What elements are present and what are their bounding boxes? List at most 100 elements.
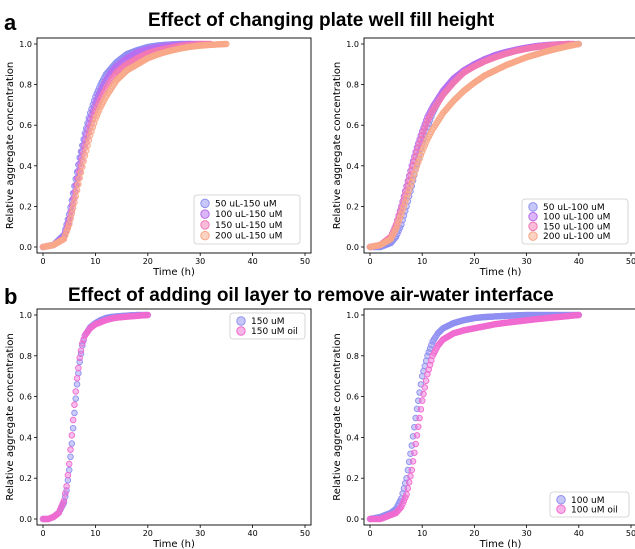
b-left-y-tick-label: 0.4 <box>19 433 32 442</box>
a-left-point <box>223 40 230 48</box>
a-left-point <box>64 224 72 232</box>
b-right-point <box>404 485 412 492</box>
a-right-legend-label: 150 uL-100 uM <box>543 222 610 232</box>
a-right-legend-marker <box>528 231 538 241</box>
b-right-y-axis-label: Relative aggregate concentration <box>332 333 343 500</box>
b-left-series-1 <box>39 311 152 523</box>
a-right-legend-marker <box>528 221 538 232</box>
b-left-point <box>72 388 79 395</box>
a-left-point <box>63 228 70 236</box>
a-right-y-axis-label: Relative aggregate concentration <box>332 62 343 229</box>
a-right-legend <box>521 198 629 245</box>
a-right-legend-label: 50 uL-100 uM <box>543 203 605 213</box>
b-right-y-tick-label: 0.4 <box>346 433 359 442</box>
a-left-point <box>77 169 85 176</box>
a-right-y-tick-label: 0.8 <box>346 81 359 90</box>
a-right-x-tick-label: 40 <box>574 257 584 266</box>
a-left-point <box>79 163 86 171</box>
panel-title-a: Effect of changing plate well fill heigh… <box>148 10 495 31</box>
a-right-y-tick-label: 0.6 <box>346 121 359 130</box>
a-right-point <box>422 121 430 128</box>
b-left-point <box>69 424 77 432</box>
a-left-legend-label: 200 uL-150 uM <box>215 232 282 242</box>
a-right-point <box>392 225 400 232</box>
b-right-point <box>408 466 416 474</box>
a-right-y-tick-label: 0.4 <box>346 162 359 171</box>
a-right-point <box>413 162 421 170</box>
a-right-point <box>394 221 401 229</box>
a-left-x-tick-label: 50 <box>300 257 310 266</box>
b-left-x-tick-label: 0 <box>40 529 45 538</box>
a-right-x-axis-label: Time (h) <box>479 267 522 278</box>
b-left-x-tick-label: 40 <box>248 529 258 538</box>
b-right-point <box>413 432 421 439</box>
b-left-point <box>71 401 78 409</box>
a-right-point <box>417 151 425 159</box>
a-right-legend-label: 200 uL-100 uM <box>543 232 610 242</box>
a-left-x-axis-label: Time (h) <box>152 267 195 278</box>
b-right-point <box>403 491 410 498</box>
a-left-point <box>67 215 74 223</box>
b-left-legend <box>229 312 306 340</box>
b-right-series-1 <box>366 311 583 523</box>
b-right-x-tick-label: 40 <box>574 529 584 538</box>
b-left-x-tick-label: 20 <box>143 529 153 538</box>
b-left-legend-marker <box>236 326 246 336</box>
a-left-y-tick-label: 0.8 <box>19 81 32 90</box>
b-right-point <box>418 397 426 404</box>
b-right-x-axis-label: Time (h) <box>479 539 522 549</box>
a-left-x-tick-label: 10 <box>90 257 100 266</box>
b-left-y-tick-label: 0.8 <box>19 352 32 361</box>
a-left-point <box>71 199 78 206</box>
b-left-point <box>72 395 79 402</box>
b-left-point <box>71 409 78 417</box>
a-right-x-tick-label: 10 <box>417 257 427 266</box>
a-right-point <box>415 158 422 166</box>
b-right-y-tick-label: 1.0 <box>346 311 359 320</box>
a-left-legend-marker <box>200 230 210 241</box>
b-right-legend-marker <box>556 495 566 505</box>
b-right-x-tick-label: 20 <box>469 529 479 538</box>
b-right-y-tick-label: 0.2 <box>346 474 359 483</box>
b-left-point <box>73 381 81 388</box>
panel-title-b: Effect of adding oil layer to remove air… <box>68 285 554 306</box>
b-right-point <box>420 390 427 398</box>
b-right-y-tick-label: 0.6 <box>346 393 359 402</box>
b-left-x-tick-label: 50 <box>300 529 310 538</box>
b-left-y-tick-label: 0.2 <box>19 474 32 483</box>
a-right-point <box>395 218 402 225</box>
b-left-legend-label: 150 uM oil <box>251 327 298 337</box>
a-left-legend <box>193 194 301 245</box>
b-left-point <box>76 354 83 362</box>
b-left-point <box>65 460 73 468</box>
b-left-point <box>63 483 70 490</box>
b-left-legend-marker <box>236 316 246 326</box>
b-right-frame <box>363 308 635 526</box>
b-left-point <box>62 490 69 497</box>
a-left-point <box>68 210 76 217</box>
a-right-point <box>575 40 583 48</box>
b-left-point <box>67 453 74 461</box>
a-left-point <box>72 192 79 200</box>
b-left-y-tick-label: 0.6 <box>19 393 32 402</box>
b-right-x-tick-label: 0 <box>367 529 372 538</box>
a-left-point <box>75 180 82 188</box>
b-left-point <box>68 432 76 439</box>
b-right-point <box>575 311 583 319</box>
a-left-point <box>60 235 68 243</box>
a-right-legend-marker <box>528 202 538 212</box>
a-right-x-tick-label: 0 <box>367 257 372 266</box>
panel-letter-b: b <box>4 284 18 309</box>
b-right-point <box>412 440 419 448</box>
b-right-legend <box>549 491 630 518</box>
b-right-point <box>421 384 429 391</box>
a-left-y-tick-label: 0.4 <box>19 162 32 171</box>
a-left-y-axis-label: Relative aggregate concentration <box>5 62 16 229</box>
a-left-x-tick-label: 0 <box>40 257 45 266</box>
b-right-legend-label: 100 uM oil <box>571 505 618 515</box>
a-left-point <box>69 204 77 212</box>
a-right-y-tick-label: 0.2 <box>346 202 359 211</box>
a-left-legend-marker <box>200 220 210 230</box>
b-left-point <box>68 440 76 447</box>
